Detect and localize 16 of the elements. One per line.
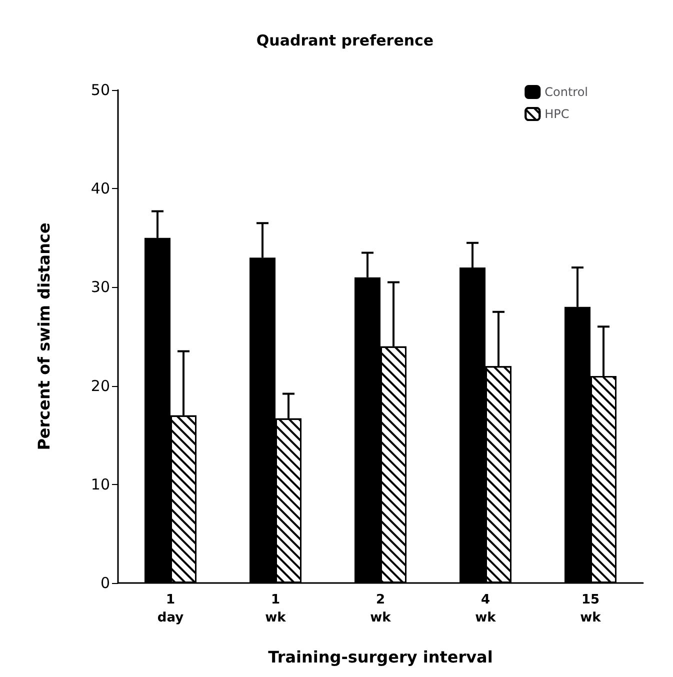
legend-label: HPC — [544, 107, 570, 121]
y-tick-label: 50 — [90, 81, 110, 99]
chart-title: Quadrant preference — [256, 32, 434, 50]
x-tick-label: 4 wk — [475, 592, 496, 626]
x-tick-label: 15 wk — [580, 592, 602, 626]
y-tick-label: 10 — [90, 475, 110, 494]
y-tick-label: 30 — [90, 278, 110, 296]
x-tick-label: 1 day — [157, 592, 184, 626]
legend-label: Control — [544, 85, 588, 99]
y-tick-label: 0 — [100, 574, 110, 592]
x-tick-label: 1 wk — [265, 592, 286, 626]
y-tick-label: 40 — [90, 180, 110, 198]
y-axis-title: Percent of swim distance — [34, 222, 54, 450]
y-tick-label: 20 — [90, 376, 110, 395]
x-axis-title: Training-surgery interval — [268, 648, 493, 666]
x-tick-label: 2 wk — [370, 592, 392, 626]
